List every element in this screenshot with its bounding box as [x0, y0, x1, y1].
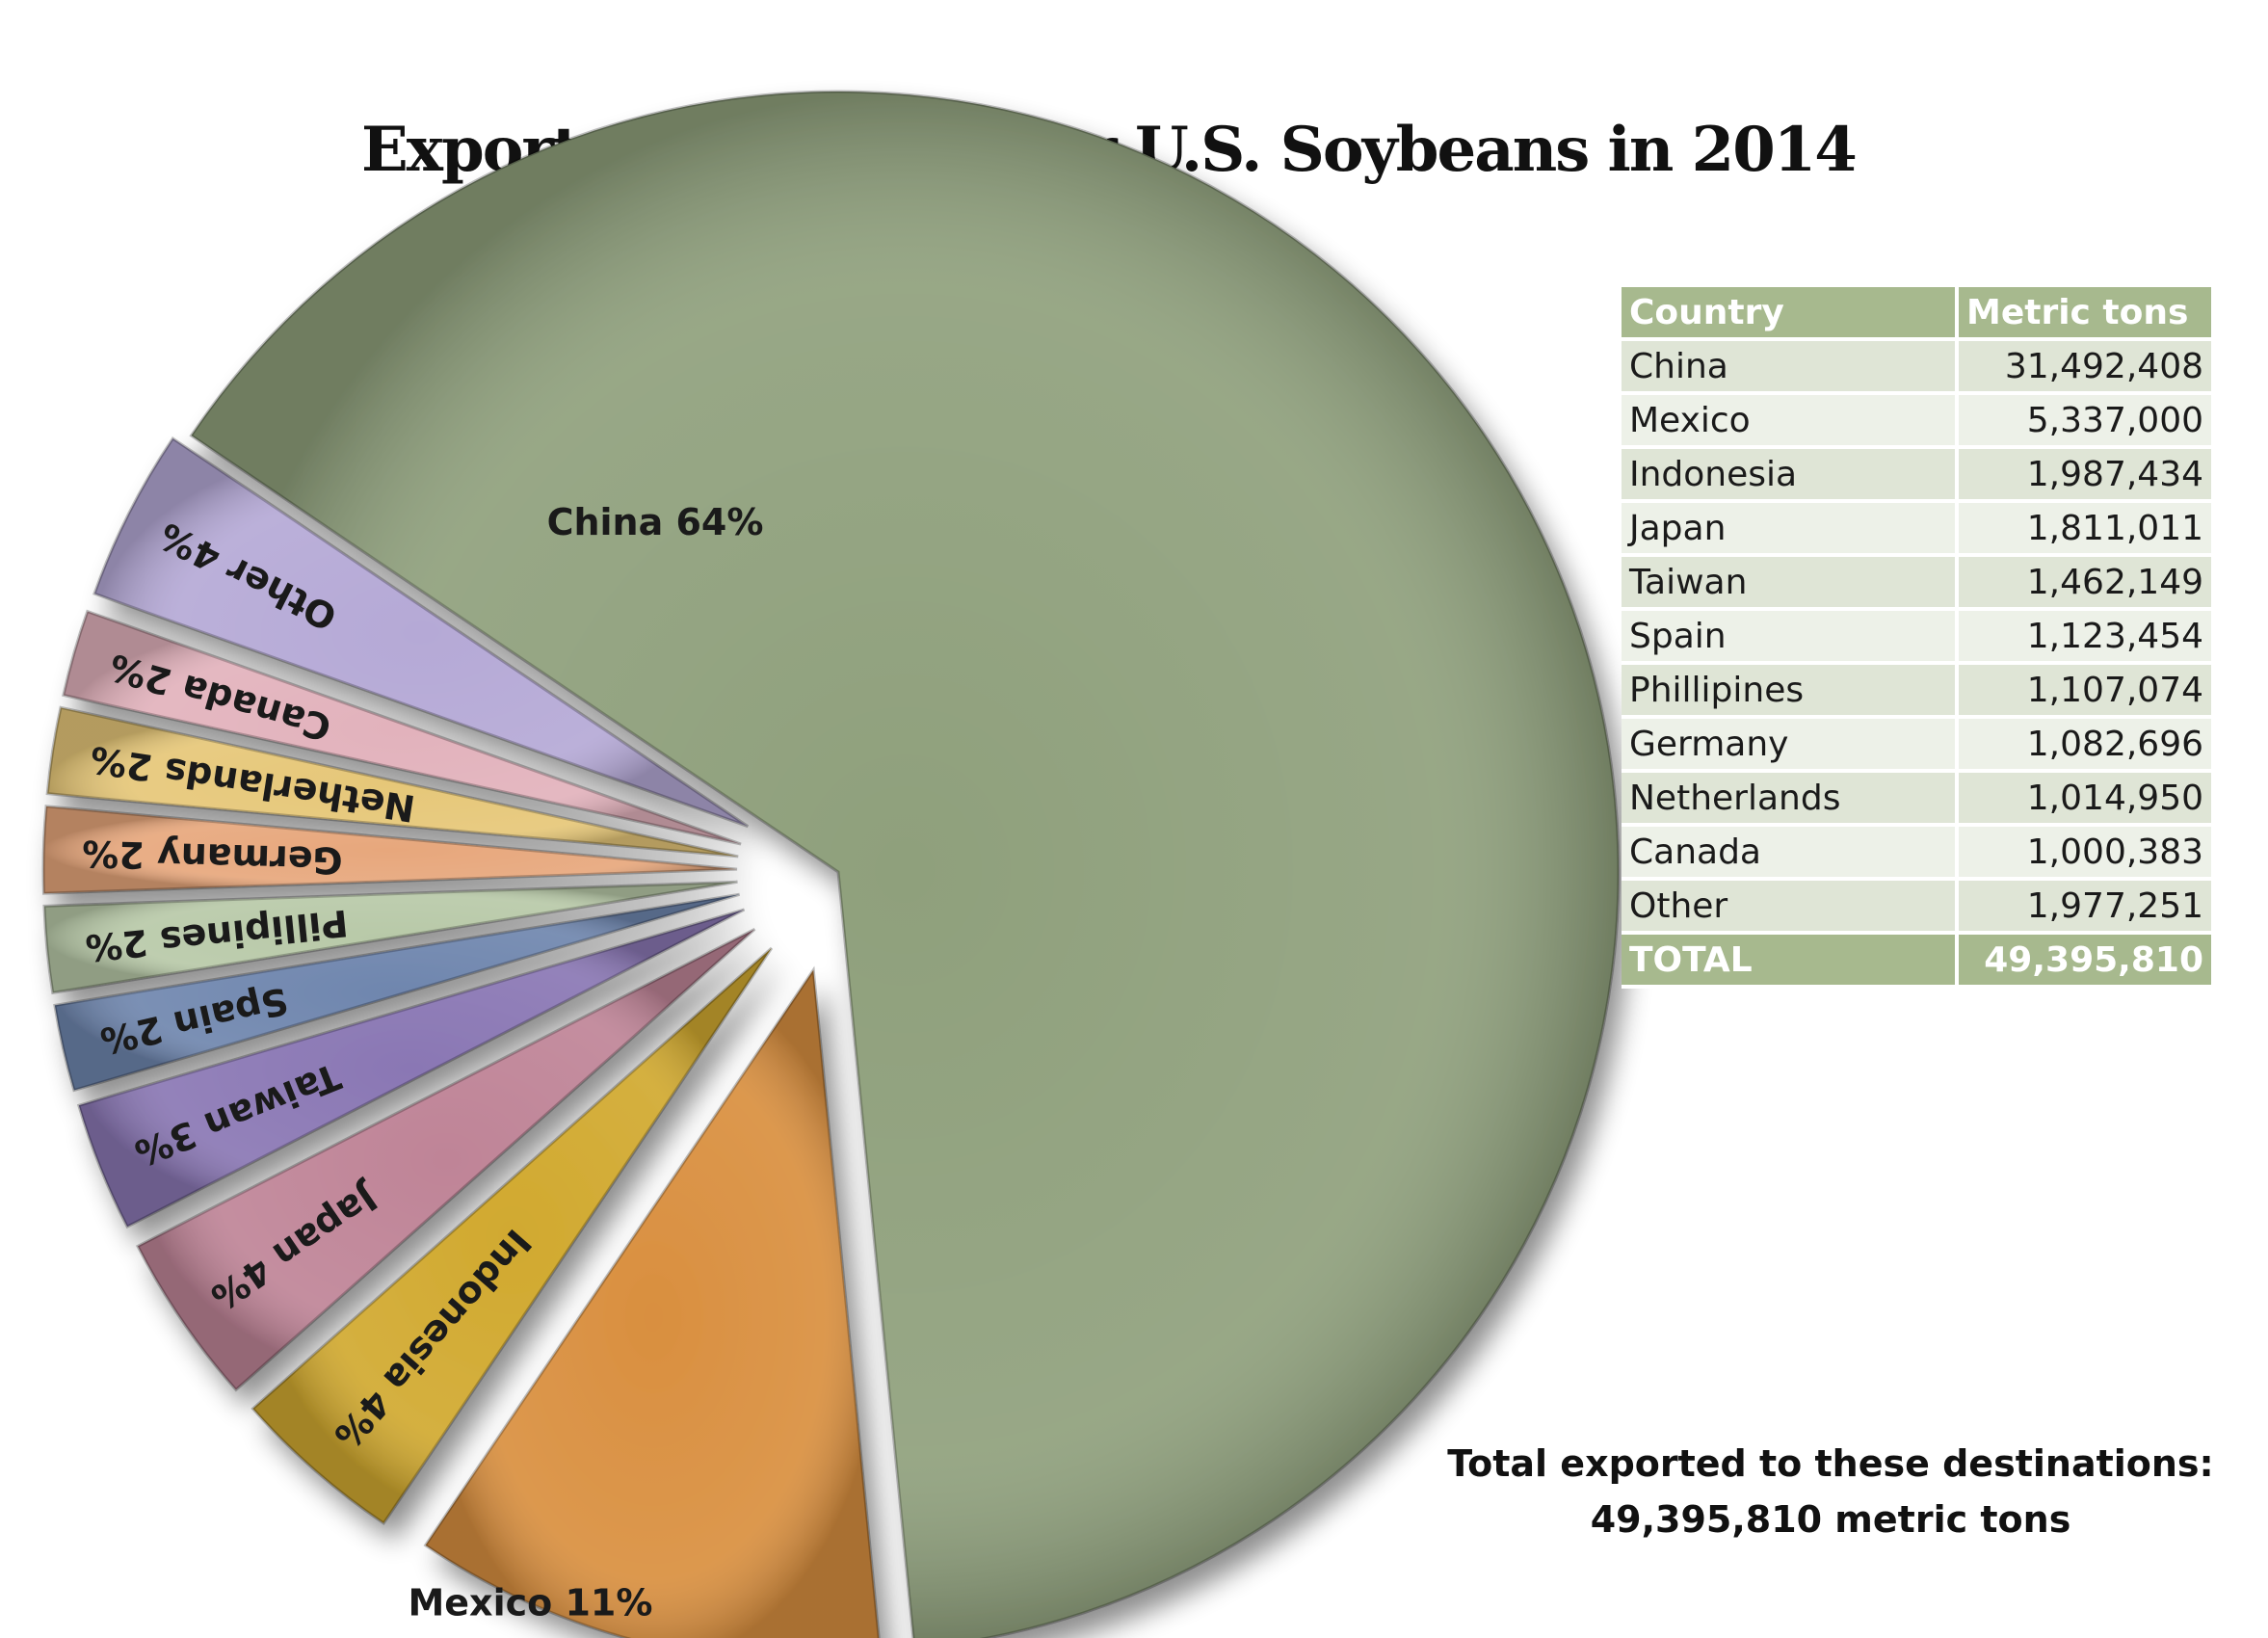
table-cell-metric-tons: 1,014,950 [1957, 771, 2215, 827]
table-cell-country: Phillipines [1622, 663, 1959, 719]
table-row: Taiwan 1,462,149 [1622, 555, 2215, 611]
table-cell-country: Canada [1622, 825, 1959, 881]
table-row: Mexico 5,337,000 [1622, 393, 2215, 449]
slice-label: China 64% [547, 501, 764, 543]
pie-slice-shading [425, 969, 880, 1638]
table-cell-metric-tons: 1,000,383 [1957, 825, 2215, 881]
table-row: Canada 1,000,383 [1622, 825, 2215, 881]
table-row: China 31,492,408 [1622, 339, 2215, 395]
pie-slice-shading [47, 707, 739, 857]
table-cell-metric-tons: 1,082,696 [1957, 717, 2215, 773]
table-row: Germany 1,082,696 [1622, 717, 2215, 773]
table-row: Indonesia 1,987,434 [1622, 447, 2215, 503]
table-cell-metric-tons: 5,337,000 [1957, 393, 2215, 449]
pie-slice-shading [93, 438, 749, 827]
table-cell-metric-tons: 1,462,149 [1957, 555, 2215, 611]
footnote-line-2: 49,395,810 metric tons [1590, 1498, 2071, 1541]
table-cell-country: Mexico [1622, 393, 1959, 449]
total-label: TOTAL [1622, 933, 1959, 989]
table-cell-country: Germany [1622, 717, 1959, 773]
pie-slice-shading [137, 929, 755, 1390]
table-cell-metric-tons: 1,107,074 [1957, 663, 2215, 719]
table-total-row: TOTAL 49,395,810 [1622, 933, 2215, 989]
table-row: Other 1,977,251 [1622, 879, 2215, 935]
pie-slice-shading [43, 806, 738, 894]
footnote-line-1: Total exported to these destinations: [1447, 1442, 2214, 1485]
table-row: Netherlands 1,014,950 [1622, 771, 2215, 827]
slice-label: Germany 2% [82, 832, 344, 883]
total-value: 49,395,810 [1957, 933, 2215, 989]
pie-slice-shading [63, 611, 742, 845]
header-country: Country [1622, 287, 1959, 341]
data-table: Country Metric tons China 31,492,408 Mexic… [1622, 287, 2215, 989]
table-header-row: Country Metric tons [1622, 287, 2215, 341]
table-cell-metric-tons: 1,123,454 [1957, 609, 2215, 665]
table-cell-country: Japan [1622, 501, 1959, 557]
table-row: Spain 1,123,454 [1622, 609, 2215, 665]
pie-slice-shading [43, 882, 738, 993]
table-cell-country: Spain [1622, 609, 1959, 665]
total-footnote: Total exported to these destinations: 49… [1445, 1436, 2216, 1547]
pie-slice-shading [54, 894, 740, 1091]
table-cell-country: Indonesia [1622, 447, 1959, 503]
table-cell-country: China [1622, 339, 1959, 395]
pie-slice-shading [191, 92, 1619, 1638]
header-metric-tons: Metric tons [1957, 287, 2215, 341]
pie-slice-shading [252, 948, 772, 1523]
table-cell-country: Other [1622, 879, 1959, 935]
table-cell-country: Netherlands [1622, 771, 1959, 827]
slice-label: Mexico 11% [408, 1582, 652, 1625]
table-row: Japan 1,811,011 [1622, 501, 2215, 557]
table-cell-metric-tons: 1,987,434 [1957, 447, 2215, 503]
table-row: Phillipines 1,107,074 [1622, 663, 2215, 719]
pie-slice-shading [78, 909, 745, 1228]
table-cell-metric-tons: 31,492,408 [1957, 339, 2215, 395]
table-cell-metric-tons: 1,977,251 [1957, 879, 2215, 935]
pie-slices [41, 90, 1621, 1638]
table-cell-country: Taiwan [1622, 555, 1959, 611]
table-body: China 31,492,408 Mexico 5,337,000 Indonesia 1… [1622, 339, 2215, 989]
table-cell-metric-tons: 1,811,011 [1957, 501, 2215, 557]
